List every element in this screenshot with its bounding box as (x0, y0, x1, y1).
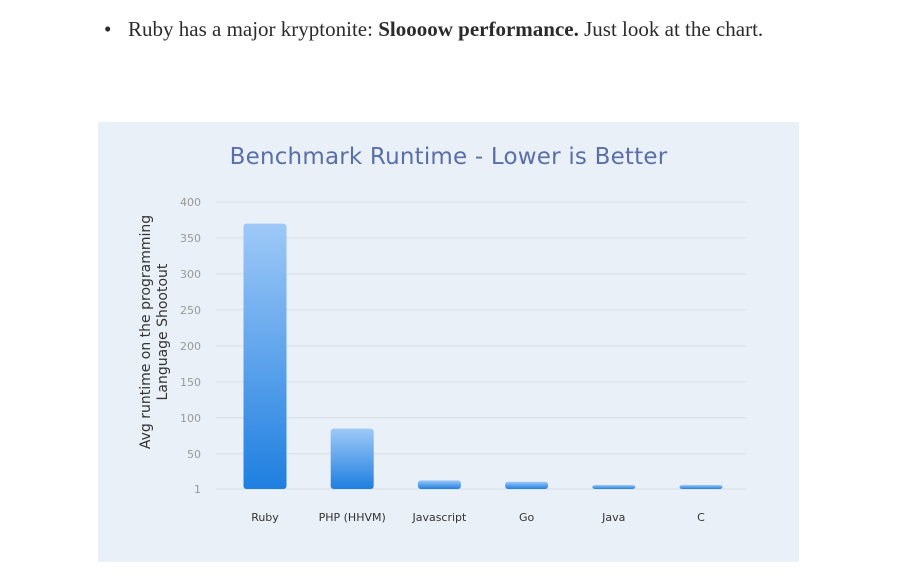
y-tick-label: 1 (194, 483, 201, 496)
y-tick-label: 150 (180, 376, 201, 389)
chart-title: Benchmark Runtime - Lower is Better (229, 144, 668, 170)
chart-panel: Benchmark Runtime - Lower is Better Avg … (98, 122, 799, 562)
x-category-label: Javascript (411, 511, 467, 524)
bullet-text-after: Just look at the chart. (578, 17, 764, 41)
bullet-text-before: Ruby has a major kryptonite: (128, 17, 379, 41)
x-category-label: PHP (HHVM) (319, 511, 386, 524)
y-tick-label: 350 (180, 232, 201, 245)
bar-ruby (243, 223, 287, 489)
bar-go (505, 481, 549, 489)
y-tick-label: 50 (187, 448, 201, 461)
y-tick-label: 400 (180, 196, 201, 209)
x-category-label: C (697, 511, 705, 524)
x-category-label: Go (519, 511, 535, 524)
bullet-text-bold: Sloooow performance. (378, 17, 579, 41)
y-tick-label: 100 (180, 412, 201, 425)
bar-c (679, 485, 723, 489)
bullet-symbol: • (104, 17, 112, 41)
y-tick-label: 300 (180, 268, 201, 281)
x-category-label: Ruby (251, 511, 279, 524)
x-category-label: Java (601, 511, 625, 524)
bar-java (592, 485, 636, 489)
bullet-text: Ruby has a major kryptonite: Sloooow per… (128, 12, 778, 46)
bar-php-hhvm (330, 428, 374, 489)
y-tick-label: 200 (180, 340, 201, 353)
bar-javascript (417, 480, 461, 489)
y-tick-label: 250 (180, 304, 201, 317)
